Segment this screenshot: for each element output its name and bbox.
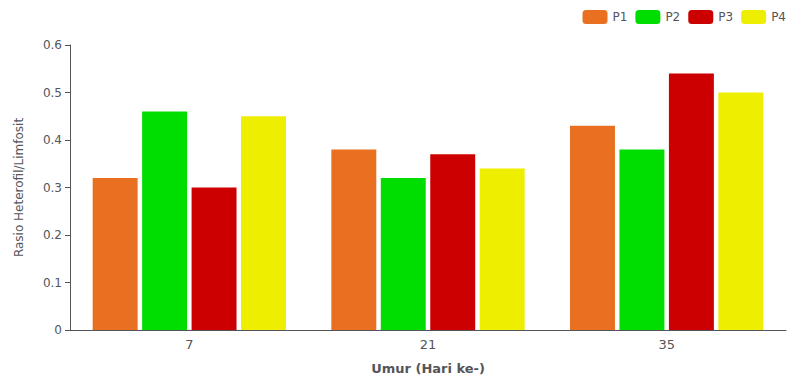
svg-text:35: 35 xyxy=(658,337,675,352)
svg-text:21: 21 xyxy=(420,337,437,352)
svg-text:P4: P4 xyxy=(771,10,786,24)
svg-text:0.4: 0.4 xyxy=(43,133,62,147)
svg-text:P3: P3 xyxy=(718,10,733,24)
svg-text:0.1: 0.1 xyxy=(43,276,62,290)
svg-text:Umur (Hari ke-): Umur (Hari ke-) xyxy=(371,361,485,376)
svg-text:0.5: 0.5 xyxy=(43,86,62,100)
svg-text:0.2: 0.2 xyxy=(43,228,62,242)
svg-text:0.6: 0.6 xyxy=(43,38,62,52)
svg-text:P1: P1 xyxy=(613,10,628,24)
svg-text:Rasio Heterofil/Limfosit: Rasio Heterofil/Limfosit xyxy=(12,118,26,257)
svg-text:P2: P2 xyxy=(665,10,680,24)
svg-text:7: 7 xyxy=(185,337,193,352)
svg-text:0: 0 xyxy=(54,323,62,337)
svg-text:0.3: 0.3 xyxy=(43,181,62,195)
